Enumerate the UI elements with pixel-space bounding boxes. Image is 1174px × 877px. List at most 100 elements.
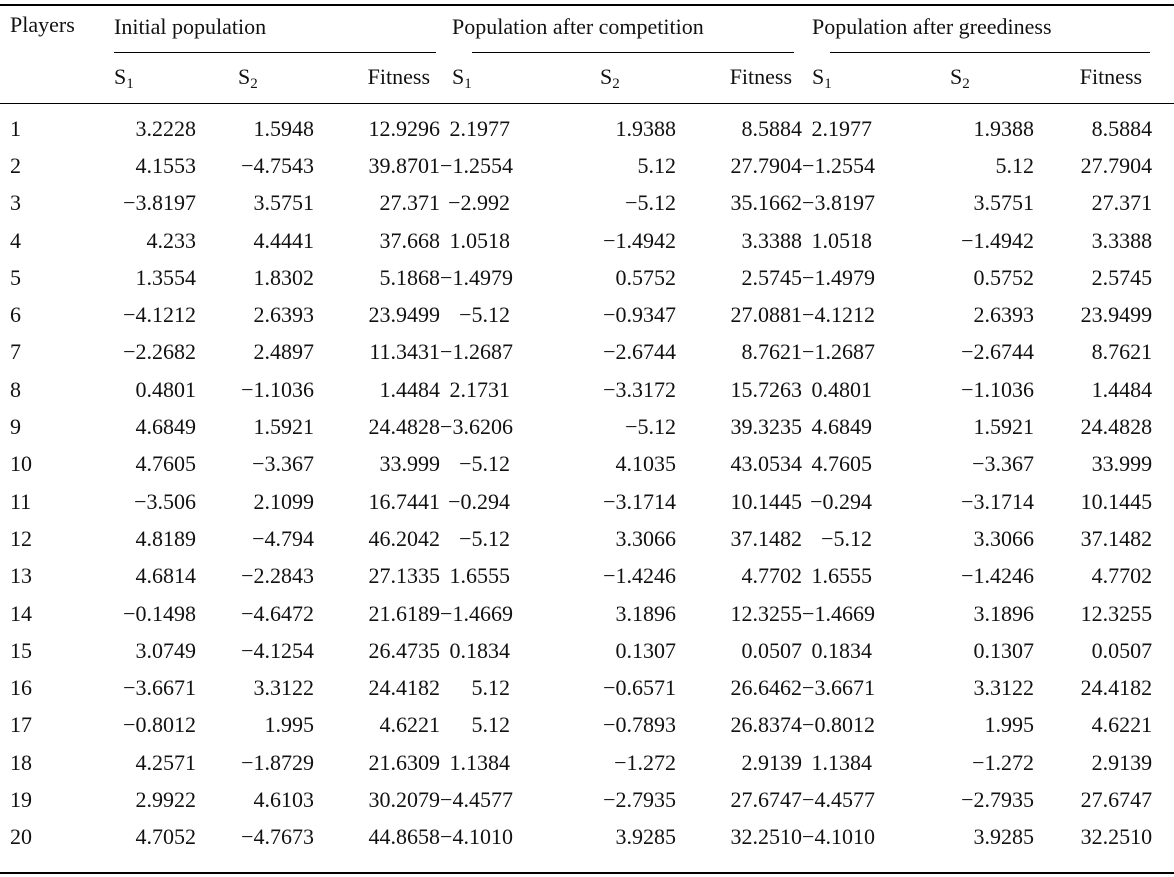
bottom-rule xyxy=(0,872,1174,874)
cell-competition-fitness: 27.0881 xyxy=(730,302,803,328)
cell-greediness-fitness: 0.0507 xyxy=(1091,637,1153,663)
cell-greediness-s2: 3.5751 xyxy=(973,190,1035,216)
cell-competition-s2: 3.9285 xyxy=(615,824,677,850)
s2-header: S2 xyxy=(206,54,324,100)
cell-greediness-s1: −4.1010 xyxy=(802,824,875,850)
cell-initial-s1: −0.1498 xyxy=(123,600,196,626)
cell-competition-fitness: 43.0534 xyxy=(730,451,803,477)
cell-initial-fitness: 39.8701 xyxy=(368,152,441,178)
cell-initial-fitness: 30.2079 xyxy=(368,786,441,812)
cell-greediness-fitness: 8.7621 xyxy=(1091,339,1153,365)
cell-greediness-s2: −3.367 xyxy=(972,451,1035,477)
table-header: Players Initial population Population af… xyxy=(0,0,1174,110)
cell-competition-fitness: 27.6747 xyxy=(730,786,803,812)
group-rule-competition xyxy=(472,52,794,53)
player-id: 17 xyxy=(10,712,32,738)
table-row: 4 4.233 4.4441 37.668 1.0518 −1.4942 3.3388 1.0… xyxy=(0,222,1174,259)
fitness-header: Fitness xyxy=(729,64,793,89)
cell-initial-s1: 3.0749 xyxy=(135,637,197,663)
table-row: 9 4.6849 1.5921 24.4828 −3.6206 −5.12 39.3235 4… xyxy=(0,408,1174,445)
cell-competition-s1: 1.1384 xyxy=(449,749,511,775)
s-letter: S xyxy=(114,64,127,89)
cell-greediness-s1: 1.1384 xyxy=(811,749,873,775)
s1-header: S1 xyxy=(802,54,928,100)
cell-competition-s1: −1.4669 xyxy=(440,600,513,626)
cell-initial-s2: −4.7673 xyxy=(241,824,314,850)
fitness-header: Fitness xyxy=(367,64,431,89)
table-row: 19 2.9922 4.6103 30.2079 −4.4577 −2.7935 27.67… xyxy=(0,781,1174,818)
cell-competition-s2: 5.12 xyxy=(637,152,677,178)
player-id: 4 xyxy=(10,227,21,253)
cell-greediness-s2: 3.1896 xyxy=(973,600,1035,626)
cell-initial-s1: 2.9922 xyxy=(135,786,197,812)
cell-initial-s2: 3.3122 xyxy=(253,675,315,701)
table-row: 20 4.7052 −4.7673 44.8658 −4.1010 3.9285 32.25… xyxy=(0,819,1174,856)
cell-greediness-s1: 4.7605 xyxy=(811,451,873,477)
cell-greediness-s2: −2.6744 xyxy=(961,339,1035,365)
cell-initial-fitness: 12.9296 xyxy=(368,115,441,141)
cell-initial-s1: 1.3554 xyxy=(135,264,197,290)
table-row: 7 −2.2682 2.4897 11.3431 −1.2687 −2.6744 8.762… xyxy=(0,334,1174,371)
s1-sub: 1 xyxy=(126,76,134,92)
player-id: 16 xyxy=(10,675,32,701)
cell-competition-s1: −1.2687 xyxy=(440,339,513,365)
cell-initial-s1: 4.8189 xyxy=(135,525,197,551)
cell-greediness-s2: 1.9388 xyxy=(973,115,1035,141)
cell-initial-s2: 1.5921 xyxy=(253,414,315,440)
cell-initial-s1: −3.8197 xyxy=(123,190,196,216)
s2-sub: 2 xyxy=(250,76,258,92)
cell-greediness-s2: −1.4246 xyxy=(961,563,1035,589)
cell-greediness-s2: 3.3066 xyxy=(973,525,1035,551)
table-row: 16 −3.6671 3.3122 24.4182 5.12 −0.6571 26.6462… xyxy=(0,669,1174,706)
cell-greediness-fitness: 2.5745 xyxy=(1091,264,1153,290)
cell-greediness-s2: −1.272 xyxy=(972,749,1035,775)
cell-greediness-s1: −1.2687 xyxy=(802,339,875,365)
cell-competition-fitness: 0.0507 xyxy=(741,637,803,663)
cell-initial-fitness: 21.6189 xyxy=(368,600,441,626)
cell-initial-fitness: 27.371 xyxy=(379,190,441,216)
cell-initial-fitness: 5.1868 xyxy=(379,264,441,290)
results-table: Players Initial population Population af… xyxy=(0,0,1174,856)
cell-initial-s2: 2.6393 xyxy=(253,302,315,328)
cell-initial-fitness: 44.8658 xyxy=(368,824,441,850)
s2-header: S2 xyxy=(566,54,686,100)
cell-initial-s1: 0.4801 xyxy=(135,376,197,402)
cell-competition-fitness: 4.7702 xyxy=(741,563,803,589)
cell-competition-fitness: 15.7263 xyxy=(730,376,803,402)
cell-initial-fitness: 23.9499 xyxy=(368,302,441,328)
cell-competition-fitness: 8.7621 xyxy=(741,339,803,365)
cell-initial-s1: −0.8012 xyxy=(123,712,196,738)
group-header-greediness: Population after greediness xyxy=(812,14,1052,39)
cell-initial-fitness: 27.1335 xyxy=(368,563,441,589)
fitness-header: Fitness xyxy=(1079,64,1143,89)
cell-greediness-s1: −1.2554 xyxy=(802,152,875,178)
cell-initial-s1: 4.233 xyxy=(146,227,197,253)
cell-initial-s2: 3.5751 xyxy=(253,190,315,216)
cell-competition-s1: −2.992 xyxy=(448,190,511,216)
cell-greediness-s1: 1.0518 xyxy=(811,227,873,253)
cell-greediness-s1: 2.1977 xyxy=(811,115,873,141)
cell-initial-fitness: 24.4828 xyxy=(368,414,441,440)
s-letter: S xyxy=(452,64,465,89)
cell-competition-s1: −5.12 xyxy=(459,451,511,477)
cell-initial-s1: −3.6671 xyxy=(123,675,196,701)
group-header-initial: Initial population xyxy=(114,14,267,39)
cell-competition-s1: −5.12 xyxy=(459,525,511,551)
table-row: 8 0.4801 −1.1036 1.4484 2.1731 −3.3172 15.7263… xyxy=(0,371,1174,408)
cell-initial-s2: 2.4897 xyxy=(253,339,315,365)
player-id: 14 xyxy=(10,600,32,626)
cell-greediness-s1: −3.6671 xyxy=(802,675,875,701)
cell-greediness-s1: −1.4979 xyxy=(802,264,875,290)
cell-competition-s1: 0.1834 xyxy=(449,637,511,663)
group-rule-initial xyxy=(114,52,436,53)
player-id: 8 xyxy=(10,376,21,402)
header-rule xyxy=(0,103,1174,104)
cell-competition-s2: 0.1307 xyxy=(615,637,677,663)
cell-competition-s2: −0.9347 xyxy=(603,302,677,328)
player-id: 18 xyxy=(10,749,32,775)
table-row: 17 −0.8012 1.995 4.6221 5.12 −0.7893 26.8374 −0… xyxy=(0,707,1174,744)
cell-greediness-fitness: 27.7904 xyxy=(1080,152,1153,178)
top-rule xyxy=(0,4,1174,6)
cell-initial-fitness: 26.4735 xyxy=(368,637,441,663)
cell-competition-s2: 1.9388 xyxy=(615,115,677,141)
